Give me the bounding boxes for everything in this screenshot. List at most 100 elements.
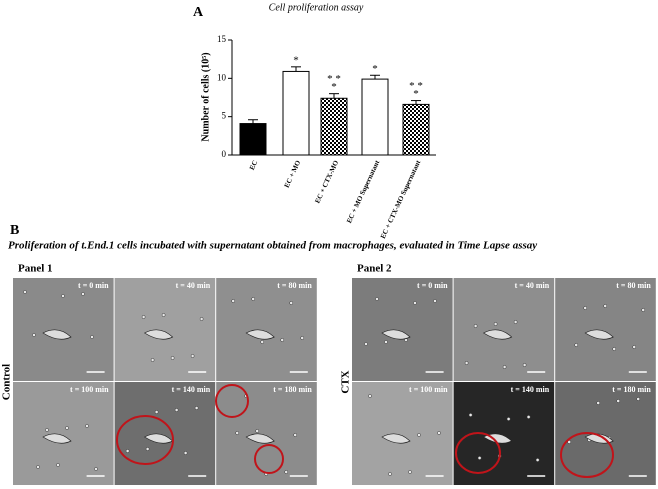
micrograph [216,278,317,381]
bar [239,123,267,156]
cell [235,431,240,435]
chart-title: Cell proliferation assay [269,2,364,13]
panel-label: Panel 1 [18,263,53,275]
cell [161,313,166,317]
time-label: t = 0 min [78,281,109,290]
cell [526,415,531,419]
cell [61,294,65,298]
highlight-circle [215,384,249,418]
cell [388,472,392,476]
significance: * [293,54,299,66]
cell [56,463,60,467]
cell [255,429,260,433]
x-tick-label: EC + MO Supernatant [345,159,381,225]
cell [90,335,94,339]
cell [85,424,89,428]
cell [125,449,130,453]
x-tick-label: EC + MO [283,159,303,189]
cell [94,467,98,471]
cell [603,304,608,308]
cell [368,394,372,398]
cell [433,299,437,303]
highlight-circle [560,432,614,478]
cell [384,340,388,344]
time-label: t = 40 min [176,281,211,290]
cell [280,338,285,342]
significance: * * [409,80,423,92]
cell [364,342,368,346]
cell [616,399,621,403]
y-tick-label: 5 [222,111,227,121]
time-label: t = 80 min [616,281,651,290]
micrograph [13,382,114,485]
cell [473,324,478,328]
cell [641,308,646,312]
cell [251,297,256,301]
cell [477,456,482,460]
cell [42,329,72,340]
bar [320,97,348,156]
cell [408,470,412,474]
bar [361,78,389,156]
cell [170,356,175,360]
cell [260,340,265,344]
cell [632,345,637,349]
time-label: t = 140 min [172,385,211,394]
cell [45,428,49,432]
cell [522,363,527,367]
micrograph [453,382,555,485]
row-label: Control [1,364,13,400]
micrograph [13,278,114,381]
highlight-circle [455,432,501,474]
cell [513,320,518,324]
row-label: CTX [340,370,352,393]
cell [375,297,379,301]
cell [42,433,72,444]
cell [468,413,473,417]
cell [596,401,601,405]
cell [506,417,511,421]
cell [584,329,614,340]
bar [402,103,430,156]
cell [381,433,411,444]
cell [145,447,150,451]
cell [231,299,236,303]
time-label: t = 0 min [417,281,448,290]
y-tick-label: 0 [222,149,227,159]
cell [482,329,513,340]
cell [245,433,275,444]
cell [437,431,441,435]
cell [194,406,199,410]
panel-letter: A [193,5,204,20]
panel-label: Panel 2 [357,263,392,275]
cell [300,336,305,340]
significance: * [372,63,378,75]
micrograph [453,278,555,381]
time-label: t = 100 min [409,385,448,394]
cell [636,397,641,401]
cell [535,458,540,462]
x-tick-label: EC [248,159,259,171]
cell [574,343,579,347]
significance: * * [327,73,341,85]
y-tick-label: 15 [217,34,227,44]
cell [567,440,572,444]
x-tick-label: EC + CTX-MO [313,159,340,205]
cell [289,301,294,305]
bar [282,70,310,156]
time-label: t = 180 min [273,385,312,394]
time-label: t = 140 min [511,385,550,394]
cell [141,315,146,319]
time-label: t = 100 min [70,385,109,394]
cell [150,358,155,362]
cell [245,329,275,340]
cell [417,433,421,437]
cell [612,347,617,351]
cell [190,354,195,358]
micrograph [352,382,453,485]
x-tick-label: EC + CTX-MO Supernatant [379,159,423,240]
cell [284,470,289,474]
cell [65,426,69,430]
cell [183,451,188,455]
